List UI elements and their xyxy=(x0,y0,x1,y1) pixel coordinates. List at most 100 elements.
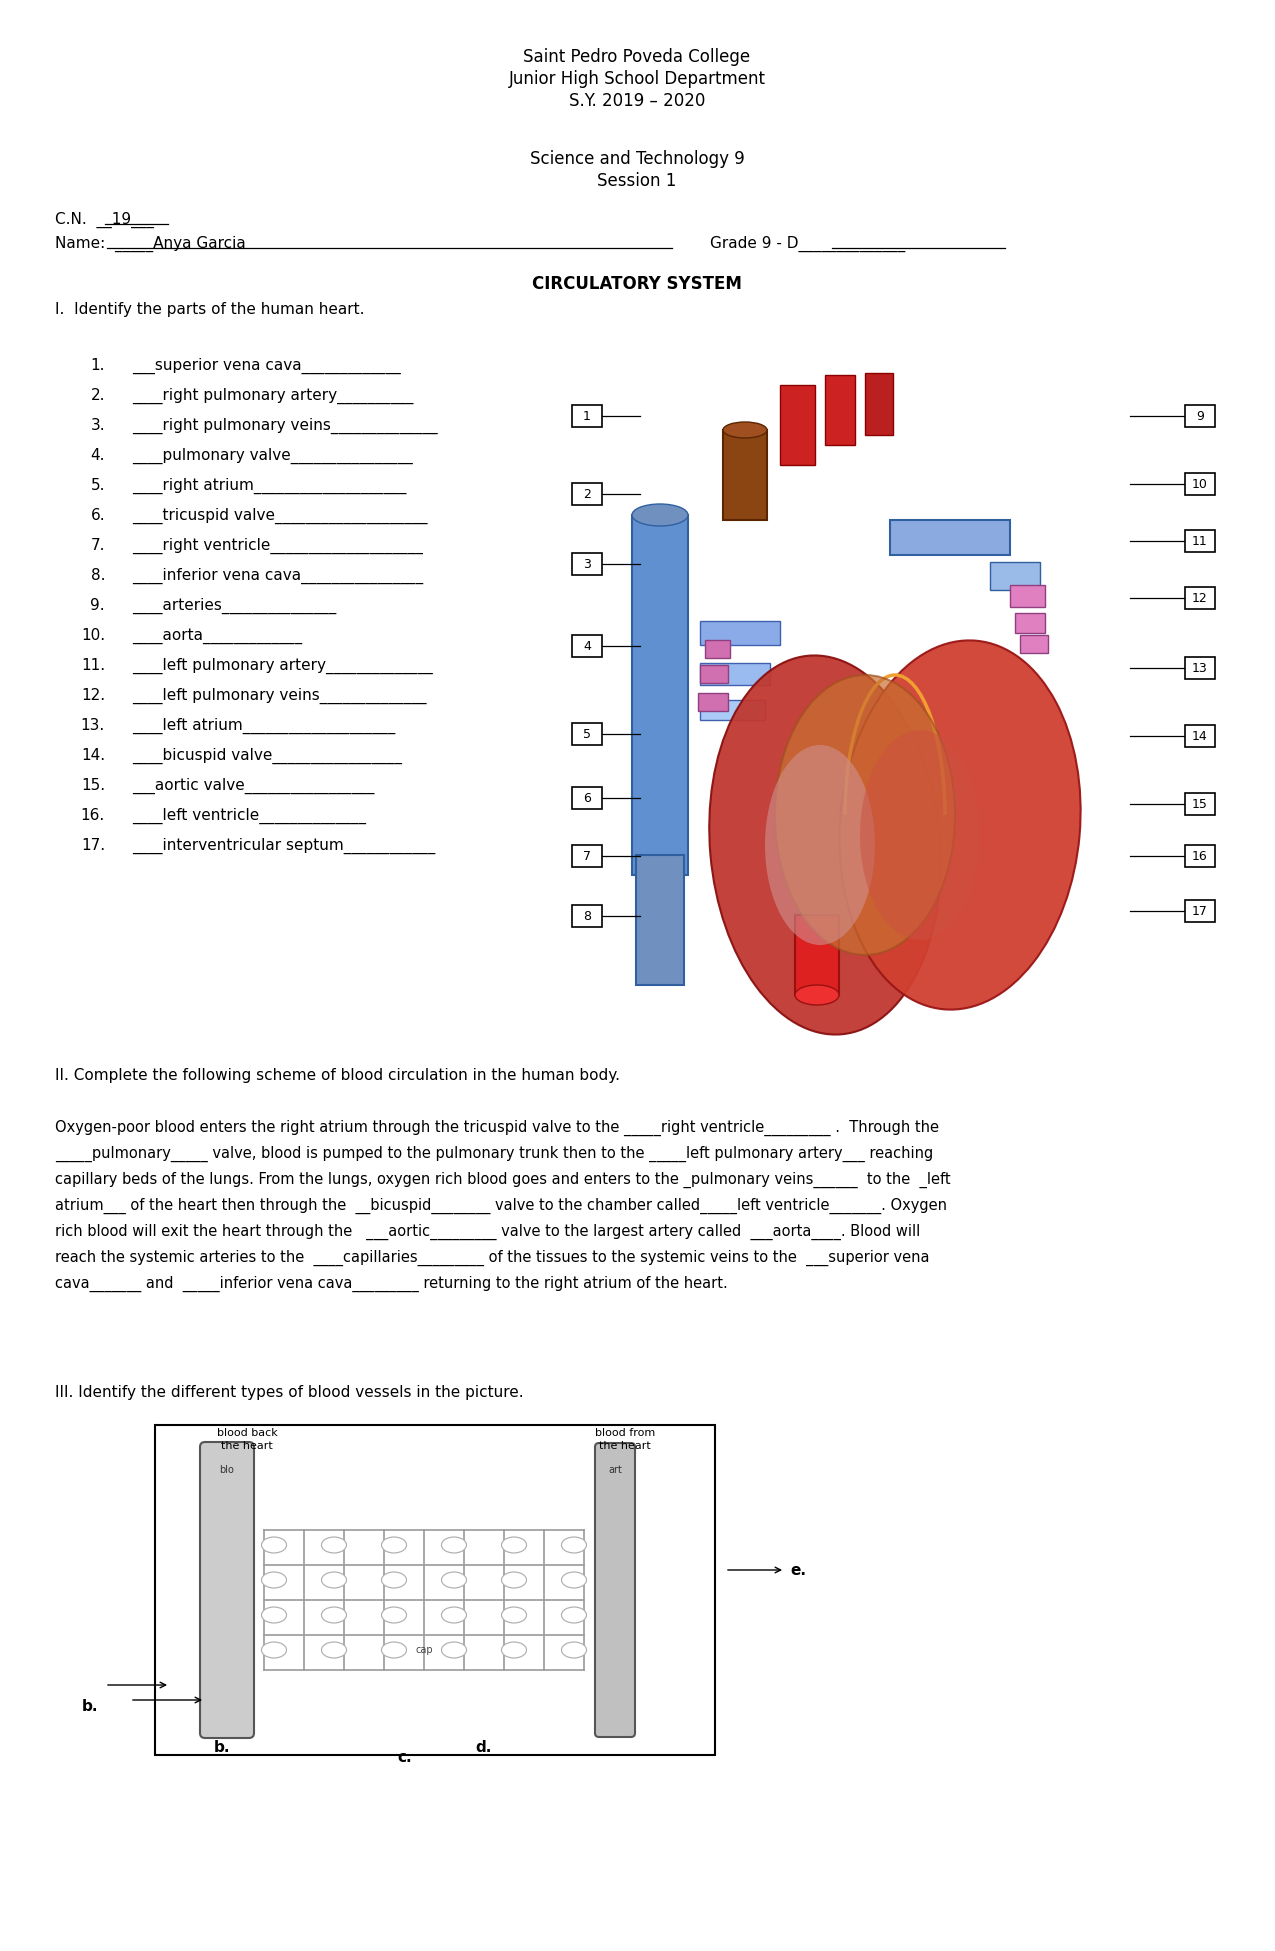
Bar xyxy=(700,665,728,683)
Text: 5: 5 xyxy=(583,728,592,741)
Ellipse shape xyxy=(561,1537,586,1553)
Bar xyxy=(1184,726,1215,747)
FancyBboxPatch shape xyxy=(595,1444,635,1736)
Text: CIRCULATORY SYSTEM: CIRCULATORY SYSTEM xyxy=(532,275,742,293)
Ellipse shape xyxy=(796,985,839,1005)
Text: 10: 10 xyxy=(1192,478,1207,490)
Text: ____aorta_____________: ____aorta_____________ xyxy=(133,628,302,644)
Bar xyxy=(1010,585,1046,607)
Text: 12: 12 xyxy=(1192,591,1207,605)
Text: art: art xyxy=(608,1465,622,1475)
Text: 7: 7 xyxy=(583,849,592,862)
Text: the heart: the heart xyxy=(599,1442,650,1452)
Text: 7.: 7. xyxy=(91,538,105,552)
Bar xyxy=(780,384,815,464)
Ellipse shape xyxy=(261,1643,287,1658)
Text: 15.: 15. xyxy=(80,778,105,792)
Text: rich blood will exit the heart through the   ___aortic_________ valve to the lar: rich blood will exit the heart through t… xyxy=(55,1223,921,1241)
Bar xyxy=(1184,899,1215,923)
Ellipse shape xyxy=(723,421,768,439)
Ellipse shape xyxy=(261,1608,287,1623)
Text: capillary beds of the lungs. From the lungs, oxygen rich blood goes and enters t: capillary beds of the lungs. From the lu… xyxy=(55,1173,951,1188)
Text: 13: 13 xyxy=(1192,661,1207,675)
Text: _____pulmonary_____ valve, blood is pumped to the pulmonary trunk then to the __: _____pulmonary_____ valve, blood is pump… xyxy=(55,1145,933,1163)
Ellipse shape xyxy=(501,1643,527,1658)
Ellipse shape xyxy=(381,1537,407,1553)
Bar xyxy=(700,620,780,646)
Text: 10.: 10. xyxy=(80,628,105,644)
Text: I.  Identify the parts of the human heart.: I. Identify the parts of the human heart… xyxy=(55,302,365,316)
Bar xyxy=(1184,657,1215,679)
Bar xyxy=(1020,634,1048,654)
Text: atrium___ of the heart then through the  __bicuspid________ valve to the chamber: atrium___ of the heart then through the … xyxy=(55,1198,947,1214)
Ellipse shape xyxy=(441,1537,467,1553)
Bar xyxy=(705,640,731,657)
Bar xyxy=(1015,613,1046,632)
Text: 16.: 16. xyxy=(80,808,105,823)
Text: C.N.  __19___: C.N. __19___ xyxy=(55,213,154,228)
Text: 4: 4 xyxy=(583,640,590,652)
Text: e.: e. xyxy=(790,1563,806,1578)
Text: 17: 17 xyxy=(1192,905,1207,917)
Bar xyxy=(723,429,768,521)
Bar xyxy=(989,562,1040,589)
Bar xyxy=(632,515,688,874)
Text: ____right pulmonary artery__________: ____right pulmonary artery__________ xyxy=(133,388,413,404)
Text: S.Y. 2019 – 2020: S.Y. 2019 – 2020 xyxy=(569,92,705,109)
Text: ____interventricular septum____________: ____interventricular septum____________ xyxy=(133,839,435,855)
Text: 11.: 11. xyxy=(80,657,105,673)
Text: ____left atrium____________________: ____left atrium____________________ xyxy=(133,718,395,734)
Text: Science and Technology 9: Science and Technology 9 xyxy=(529,150,745,168)
Text: 13.: 13. xyxy=(80,718,105,734)
Bar xyxy=(796,915,839,995)
Ellipse shape xyxy=(441,1608,467,1623)
Text: ____right atrium____________________: ____right atrium____________________ xyxy=(133,478,407,494)
Bar xyxy=(1184,472,1215,496)
Text: 9: 9 xyxy=(1196,410,1204,423)
Ellipse shape xyxy=(441,1643,467,1658)
Text: blood from: blood from xyxy=(595,1428,655,1438)
Ellipse shape xyxy=(261,1573,287,1588)
Text: ____left pulmonary veins______________: ____left pulmonary veins______________ xyxy=(133,689,427,704)
Ellipse shape xyxy=(261,1537,287,1553)
Text: 17.: 17. xyxy=(80,839,105,853)
Bar xyxy=(572,786,602,810)
Bar xyxy=(572,845,602,866)
Text: blood back: blood back xyxy=(217,1428,278,1438)
Ellipse shape xyxy=(765,745,875,944)
Ellipse shape xyxy=(321,1537,347,1553)
Ellipse shape xyxy=(839,640,1081,1009)
Text: ____right pulmonary veins______________: ____right pulmonary veins______________ xyxy=(133,418,437,435)
Text: ___aortic valve_________________: ___aortic valve_________________ xyxy=(133,778,375,794)
Text: 12.: 12. xyxy=(80,689,105,702)
Text: 3: 3 xyxy=(583,558,590,570)
Text: 14.: 14. xyxy=(80,747,105,763)
Bar xyxy=(572,634,602,657)
FancyBboxPatch shape xyxy=(200,1442,254,1738)
Text: 5.: 5. xyxy=(91,478,105,494)
Text: 14: 14 xyxy=(1192,730,1207,743)
Bar xyxy=(825,375,856,445)
Bar xyxy=(697,693,728,710)
Text: III. Identify the different types of blood vessels in the picture.: III. Identify the different types of blo… xyxy=(55,1385,524,1401)
Text: 2: 2 xyxy=(583,488,590,501)
Ellipse shape xyxy=(561,1573,586,1588)
Text: cava_______ and  _____inferior vena cava_________ returning to the right atrium : cava_______ and _____inferior vena cava_… xyxy=(55,1276,728,1292)
Bar xyxy=(1184,531,1215,552)
Bar xyxy=(572,552,602,576)
Ellipse shape xyxy=(501,1537,527,1553)
Ellipse shape xyxy=(861,730,980,940)
Text: ____arteries_______________: ____arteries_______________ xyxy=(133,599,337,615)
Text: Junior High School Department: Junior High School Department xyxy=(509,70,765,88)
Ellipse shape xyxy=(381,1608,407,1623)
Ellipse shape xyxy=(775,675,955,954)
Text: c.: c. xyxy=(398,1750,412,1766)
Text: ____pulmonary valve________________: ____pulmonary valve________________ xyxy=(133,449,413,464)
Text: Oxygen-poor blood enters the right atrium through the tricuspid valve to the ___: Oxygen-poor blood enters the right atriu… xyxy=(55,1120,938,1135)
Text: ___superior vena cava_____________: ___superior vena cava_____________ xyxy=(133,357,400,375)
Text: 16: 16 xyxy=(1192,849,1207,862)
Text: cap: cap xyxy=(416,1645,432,1654)
Bar xyxy=(1184,792,1215,816)
Bar xyxy=(864,373,892,435)
Text: Saint Pedro Poveda College: Saint Pedro Poveda College xyxy=(524,49,751,66)
